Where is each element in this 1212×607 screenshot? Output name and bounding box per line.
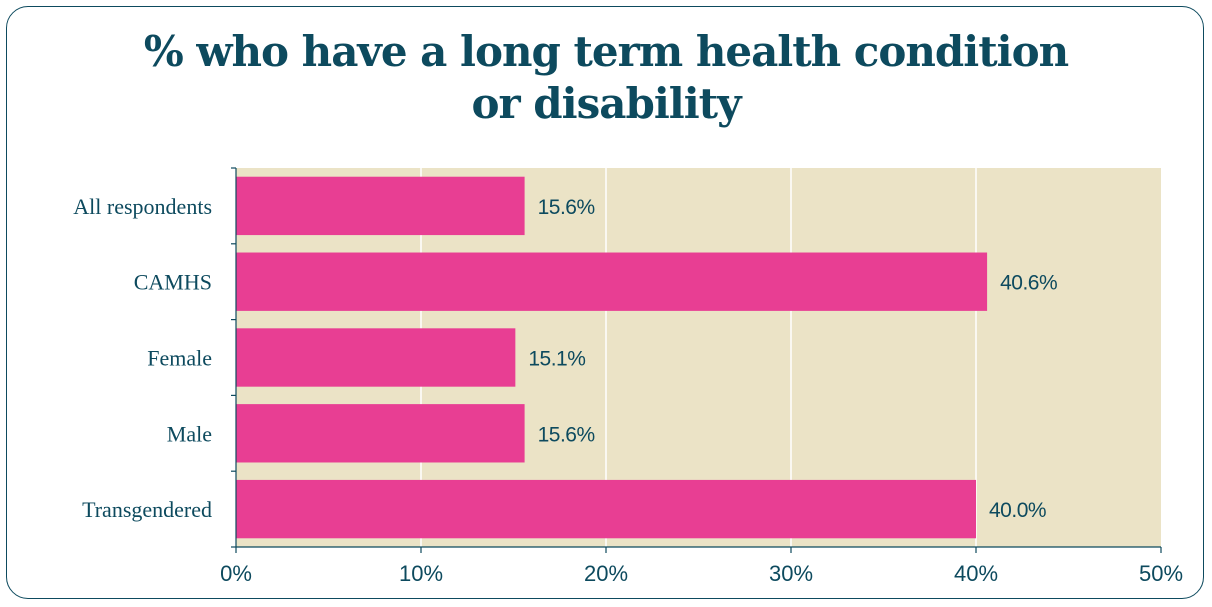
- bar-1: [236, 252, 988, 311]
- data-label-1: 40.6%: [1000, 272, 1057, 295]
- bar-4: [236, 479, 976, 539]
- x-tick-label-3: 30%: [769, 561, 813, 586]
- x-tick-label-0: 0%: [220, 561, 252, 586]
- x-tick-label-4: 40%: [954, 561, 998, 586]
- data-label-2: 15.1%: [528, 348, 585, 371]
- data-label-3: 15.6%: [538, 423, 595, 446]
- bar-2: [236, 328, 516, 387]
- category-label-2: Female: [147, 346, 212, 371]
- x-tick-label-5: 50%: [1139, 561, 1183, 586]
- category-label-4: Transgendered: [82, 497, 212, 522]
- chart-title-line-1: % who have a long term health condition: [143, 27, 1069, 76]
- bar-3: [236, 404, 525, 463]
- x-tick-label-1: 10%: [399, 561, 443, 586]
- data-label-4: 40.0%: [989, 499, 1046, 522]
- category-label-3: Male: [167, 421, 212, 446]
- category-label-1: CAMHS: [134, 270, 212, 295]
- data-label-0: 15.6%: [538, 196, 595, 219]
- category-label-0: All respondents: [73, 194, 212, 219]
- chart-title-line-2: or disability: [471, 79, 742, 128]
- chart-title: % who have a long term health condition …: [0, 26, 1212, 130]
- x-tick-label-2: 20%: [584, 561, 628, 586]
- bar-0: [236, 176, 525, 236]
